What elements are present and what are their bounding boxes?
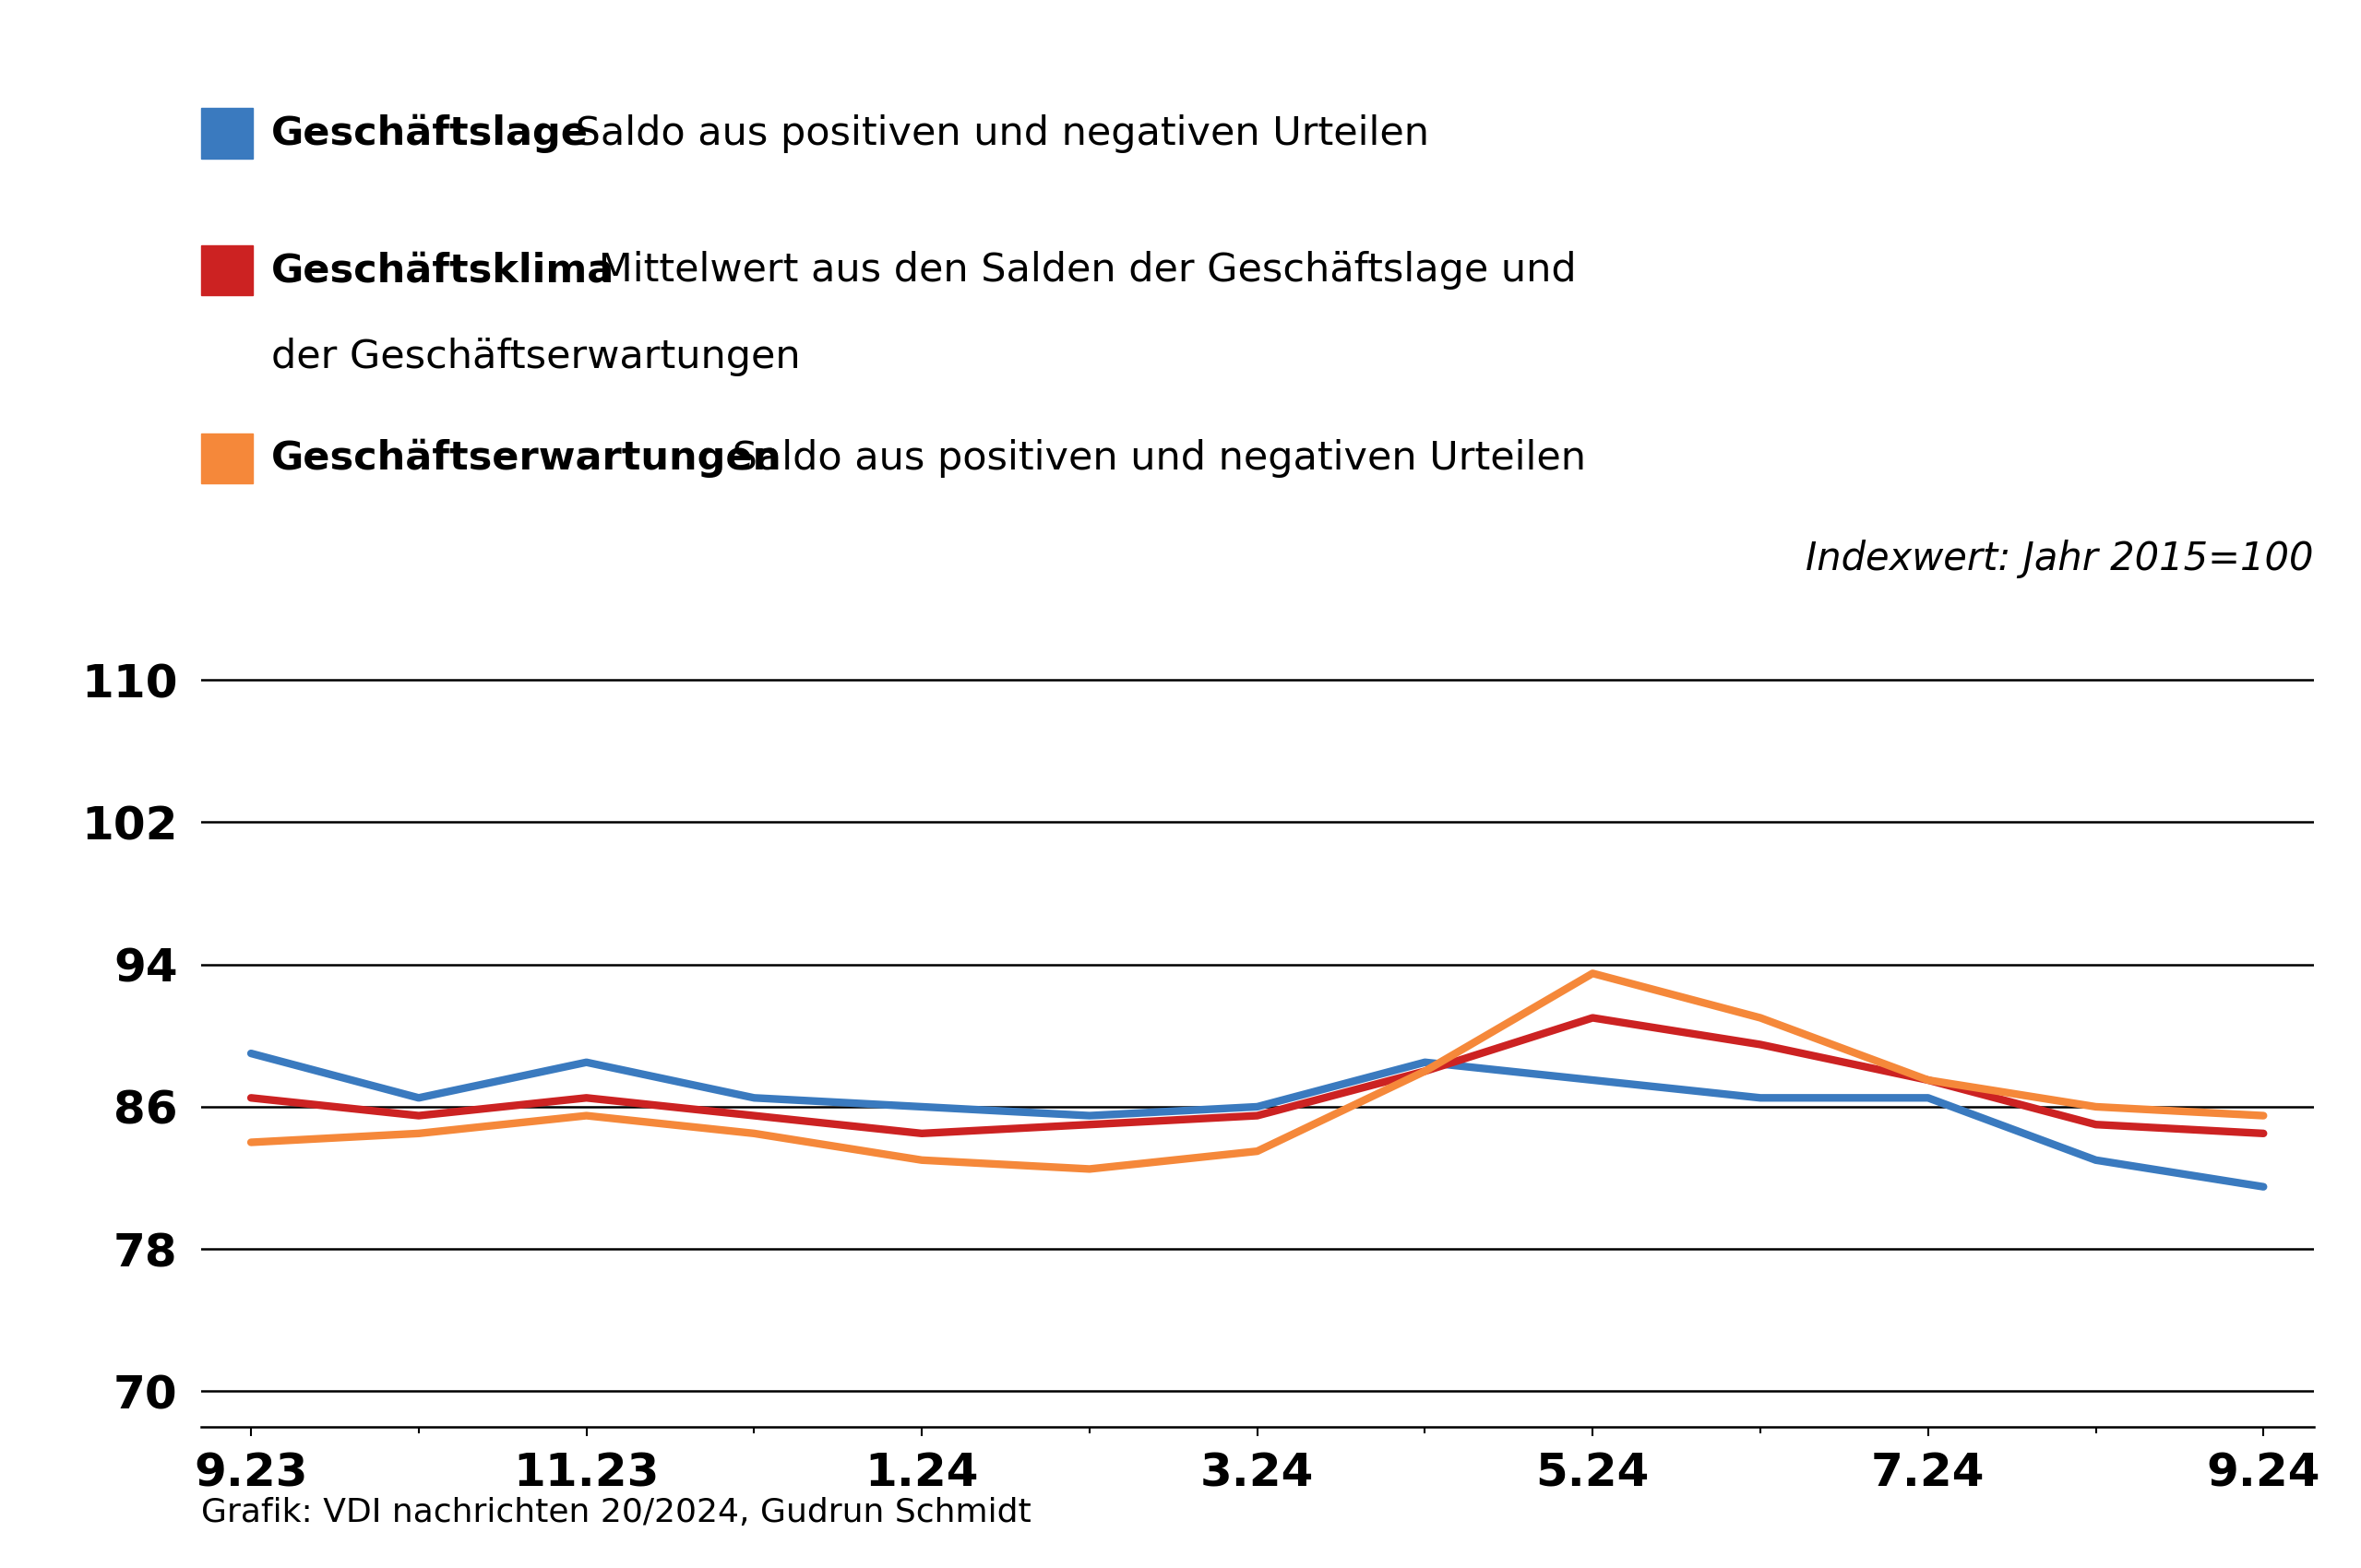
Text: Geschäftsklima: Geschäftsklima [272, 251, 614, 290]
Text: Geschäftslage: Geschäftslage [272, 114, 588, 152]
Text: der Geschäftserwartungen: der Geschäftserwartungen [272, 337, 800, 376]
Text: Saldo aus positiven und negativen Urteilen: Saldo aus positiven und negativen Urteil… [564, 114, 1428, 152]
Text: Mittelwert aus den Salden der Geschäftslage und: Mittelwert aus den Salden der Geschäftsl… [586, 251, 1577, 290]
Text: Geschäftserwartungen: Geschäftserwartungen [272, 439, 781, 478]
Text: Indexwert: Jahr 2015=100: Indexwert: Jahr 2015=100 [1806, 539, 2314, 579]
Text: Saldo aus positiven und negativen Urteilen: Saldo aus positiven und negativen Urteil… [720, 439, 1587, 478]
Text: Grafik: VDI nachrichten 20/2024, Gudrun Schmidt: Grafik: VDI nachrichten 20/2024, Gudrun … [201, 1497, 1032, 1529]
